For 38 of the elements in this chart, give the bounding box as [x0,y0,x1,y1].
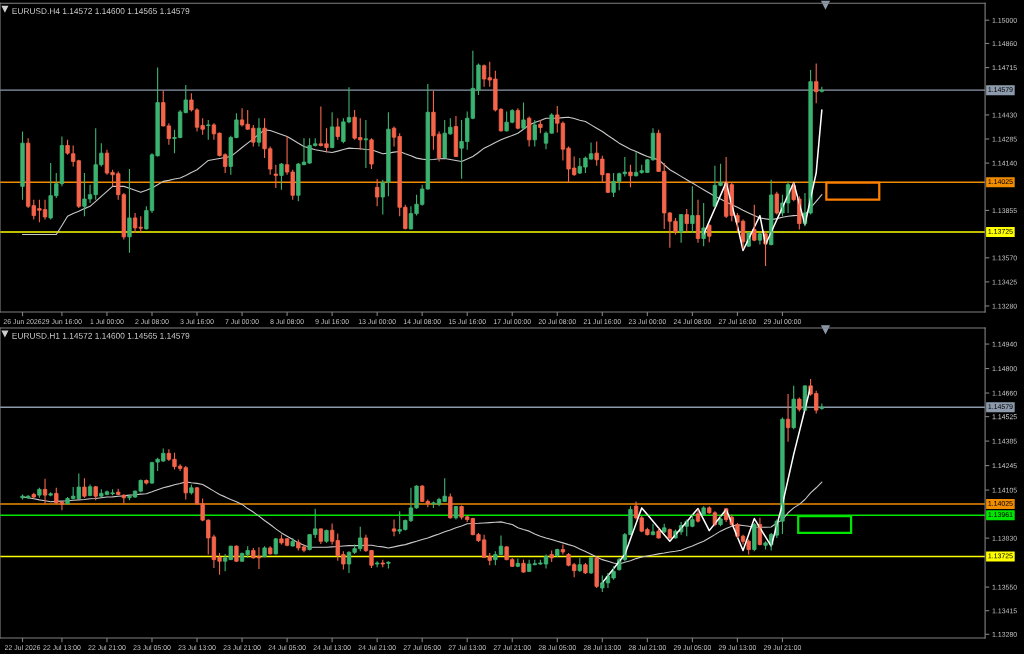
candlestick [594,556,599,589]
candlestick [448,492,453,520]
candlestick [273,164,278,189]
candlestick [763,540,768,551]
candlestick [662,523,667,534]
line-series [21,116,823,236]
candlestick [814,62,819,104]
candlestick [234,544,239,563]
candlestick [37,487,42,499]
candlestick [701,505,706,517]
candlestick [374,560,380,568]
candlestick [628,164,633,188]
candlestick [791,385,796,430]
candlestick [718,515,723,527]
candlestick [335,117,340,141]
candlestick [690,185,695,234]
candlestick [521,102,526,131]
candlestick [206,119,211,141]
candlestick [290,537,295,548]
candlestick [684,208,689,233]
candlestick [262,545,267,558]
candlestick [20,130,25,201]
candlestick [532,119,537,148]
candlestick [273,537,278,556]
candlestick [127,168,132,254]
chart-title: EURUSD.H1 1.14572 1.14600 1.14565 1.14579 [12,332,190,339]
line-series [702,109,823,252]
candlestick [774,191,779,216]
chart-title: EURUSD.H4 1.14572 1.14600 1.14565 1.14579 [12,8,190,15]
candlestick [268,545,273,556]
candlestick [82,477,87,499]
candlestick [752,522,757,552]
candlestick [189,483,194,495]
candlestick [583,562,588,575]
candlestick [386,560,391,570]
candlestick [369,137,374,170]
candlestick [48,491,53,497]
candlestick [279,162,284,191]
